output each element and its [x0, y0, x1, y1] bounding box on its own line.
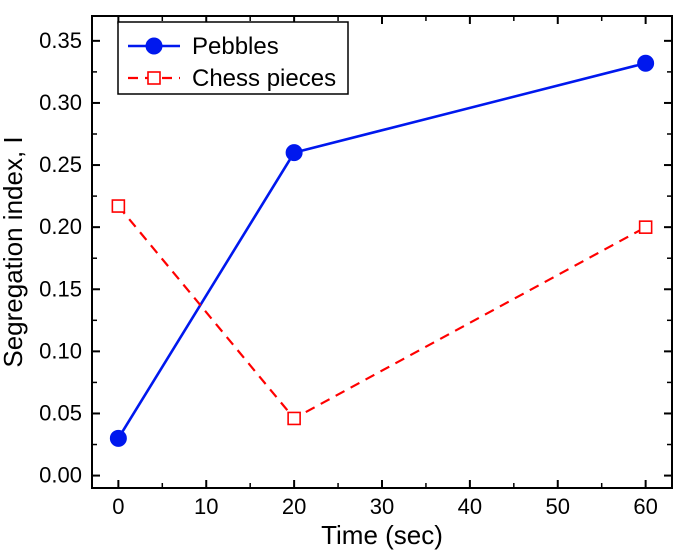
- legend-marker: [148, 72, 160, 84]
- marker-square: [640, 221, 652, 233]
- x-tick-label: 40: [458, 494, 482, 519]
- marker-square: [112, 200, 124, 212]
- y-tick-label: 0.05: [39, 400, 82, 425]
- y-axis-label: Segregation index, I: [0, 136, 28, 367]
- y-tick-label: 0.25: [39, 152, 82, 177]
- y-tick-label: 0.20: [39, 214, 82, 239]
- chart-container: 0 10 20 30 40 50 60 0.00 0.05 0.10 0.15 0.20 0.25 0.3…: [0, 0, 685, 557]
- legend-label: Pebbles: [192, 33, 279, 60]
- marker-square: [288, 412, 300, 424]
- x-axis-label: Time (sec): [321, 520, 443, 550]
- x-tick-label: 20: [282, 494, 306, 519]
- series-line-chess-pieces: [118, 206, 645, 418]
- y-tick-label: 0.10: [39, 338, 82, 363]
- y-tick-label: 0.30: [39, 90, 82, 115]
- marker-circle: [110, 430, 126, 446]
- series-line-pebbles: [118, 63, 645, 438]
- x-tick-label: 10: [194, 494, 218, 519]
- y-tick-label: 0.35: [39, 28, 82, 53]
- legend-marker: [146, 38, 162, 54]
- marker-circle: [638, 55, 654, 71]
- y-tick-label: 0.00: [39, 463, 82, 488]
- legend-label: Chess pieces: [192, 65, 336, 92]
- y-tick-label: 0.15: [39, 276, 82, 301]
- x-tick-label: 50: [546, 494, 570, 519]
- marker-circle: [286, 145, 302, 161]
- x-tick-label: 60: [633, 494, 657, 519]
- x-tick-label: 30: [370, 494, 394, 519]
- x-tick-label: 0: [112, 494, 124, 519]
- line-chart: 0 10 20 30 40 50 60 0.00 0.05 0.10 0.15 0.20 0.25 0.3…: [0, 0, 685, 557]
